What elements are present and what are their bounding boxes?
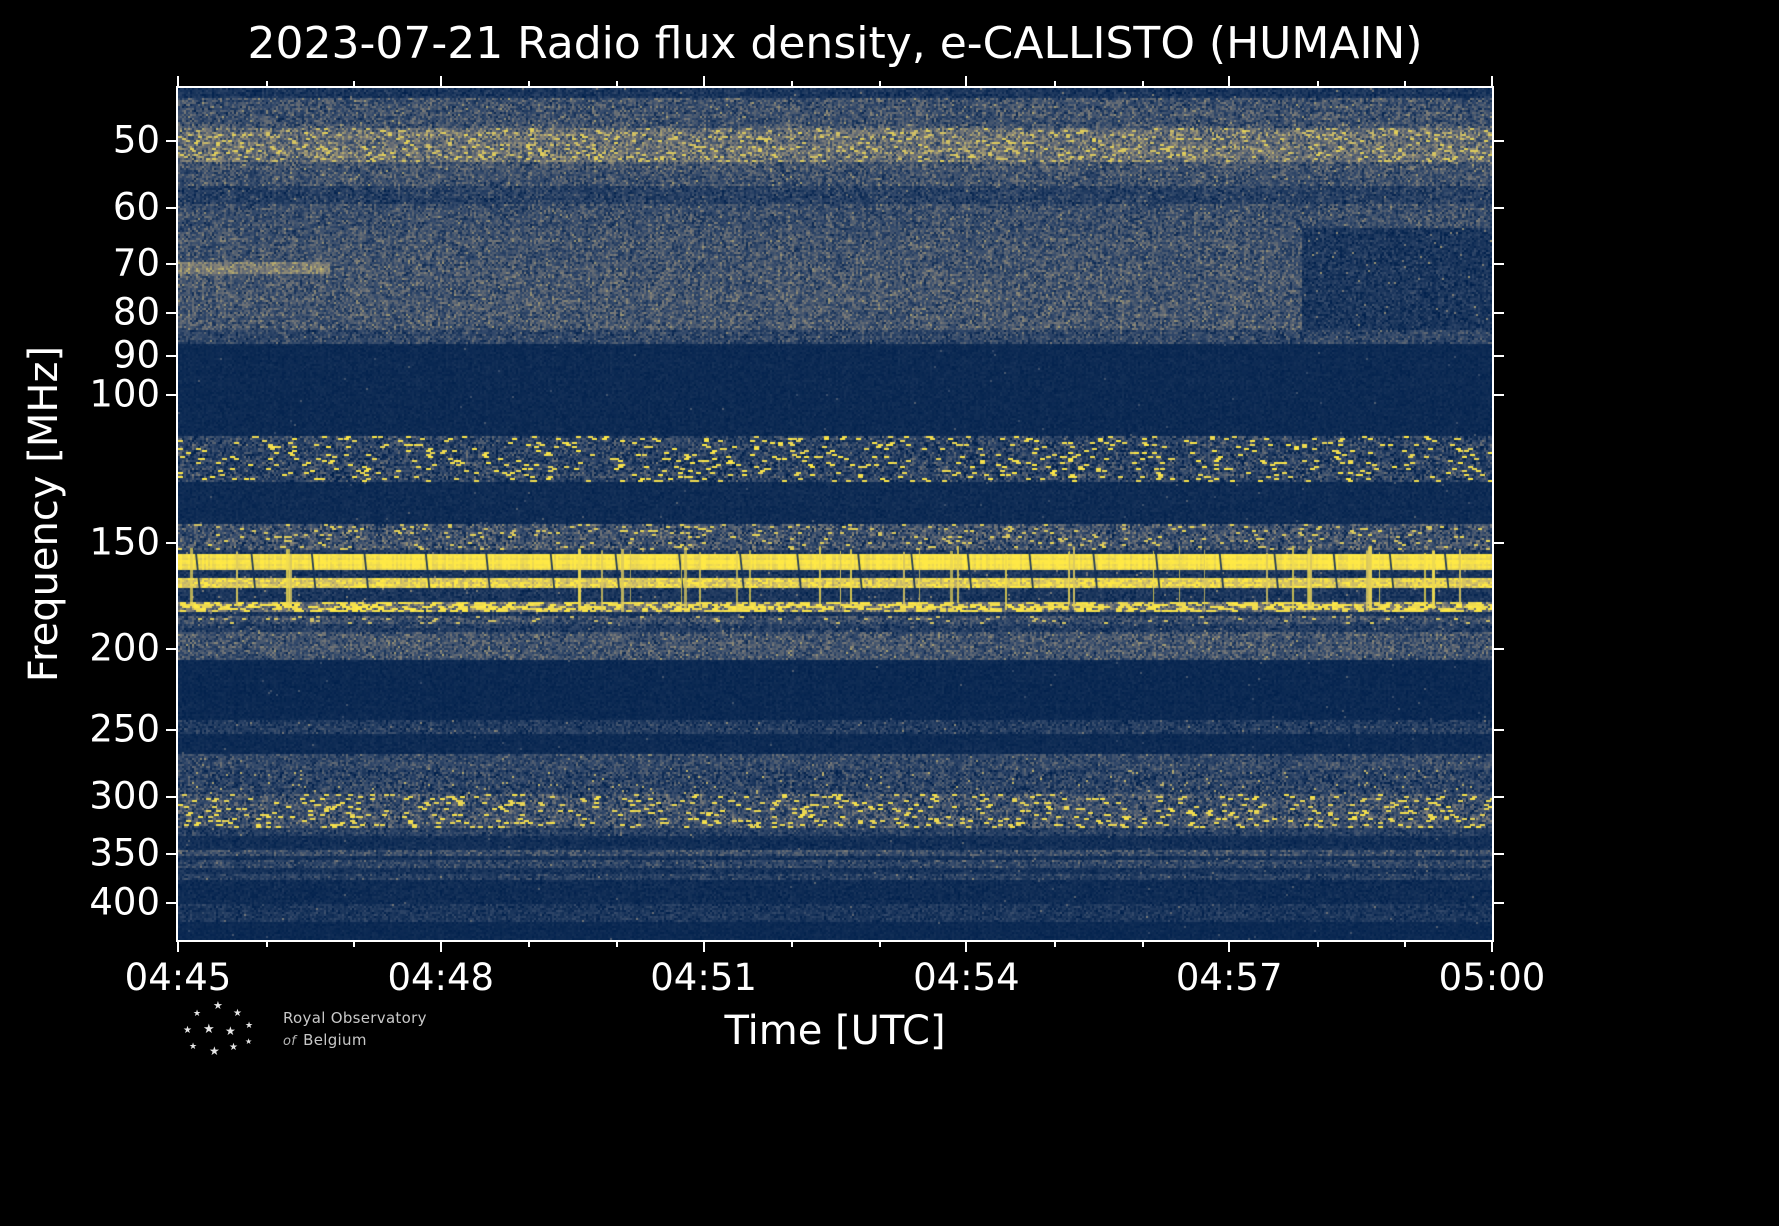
y-tick-label: 200 — [89, 626, 160, 670]
y-tick-right — [1494, 262, 1504, 265]
y-tick-right — [1494, 796, 1504, 799]
rob-logo-text: Royal Observatory of Belgium — [283, 1000, 427, 1053]
y-tick-left — [166, 852, 176, 855]
x-tick-bottom — [1228, 942, 1231, 952]
x-minor-tick-bottom — [1404, 942, 1407, 947]
x-tick-label: 04:51 — [650, 956, 757, 999]
y-tick-right — [1494, 311, 1504, 314]
y-tick-left — [166, 647, 176, 650]
x-tick-label: 04:57 — [1175, 956, 1283, 999]
x-minor-tick-bottom — [878, 942, 881, 947]
y-tick-label: 60 — [112, 185, 160, 229]
y-tick-left — [166, 206, 176, 209]
star-icon: ★ — [193, 1009, 202, 1019]
x-minor-tick-top — [1141, 81, 1144, 86]
x-minor-tick-top — [353, 81, 356, 86]
spectrogram-canvas — [178, 88, 1492, 940]
y-tick-label: 100 — [89, 372, 160, 416]
x-minor-tick-bottom — [791, 942, 794, 947]
x-minor-tick-top — [265, 81, 268, 86]
logo-line1: Royal Observatory — [283, 1009, 427, 1027]
y-tick-label: 90 — [112, 333, 160, 377]
x-tick-top — [177, 76, 179, 86]
x-tick-bottom — [439, 942, 442, 952]
x-tick-label: 04:54 — [913, 956, 1020, 999]
y-tick-label: 150 — [89, 520, 160, 564]
x-tick-bottom — [1491, 942, 1493, 952]
x-minor-tick-bottom — [616, 942, 618, 947]
y-tick-right — [1494, 852, 1504, 855]
y-tick-left — [166, 901, 176, 904]
x-tick-top — [702, 76, 705, 86]
y-tick-left — [166, 311, 176, 314]
y-tick-right — [1494, 542, 1504, 545]
x-minor-tick-top — [1404, 81, 1407, 86]
y-tick-label: 80 — [112, 290, 160, 334]
star-icon: ★ — [189, 1042, 198, 1052]
y-tick-label: 50 — [112, 118, 160, 162]
y-tick-right — [1494, 206, 1504, 209]
logo-line2-belgium: Belgium — [303, 1031, 367, 1049]
star-icon: ★ — [229, 1042, 238, 1053]
star-icon: ★ — [209, 1044, 220, 1058]
y-tick-label: 350 — [89, 831, 160, 875]
y-tick-right — [1494, 393, 1504, 396]
y-tick-left — [166, 542, 176, 545]
y-axis-label: Frequency [MHz] — [21, 345, 67, 683]
star-icon: ★ — [245, 1037, 253, 1046]
x-minor-tick-top — [1054, 81, 1056, 86]
x-minor-tick-bottom — [1316, 942, 1319, 947]
x-minor-tick-bottom — [353, 942, 356, 947]
y-tick-label: 400 — [89, 880, 160, 924]
x-minor-tick-bottom — [528, 942, 531, 947]
y-tick-right — [1494, 901, 1504, 904]
x-minor-tick-top — [616, 81, 618, 86]
x-tick-top — [965, 76, 968, 86]
y-tick-right — [1494, 647, 1504, 650]
y-tick-label: 70 — [112, 241, 160, 285]
y-tick-left — [166, 355, 176, 358]
y-tick-right — [1494, 729, 1504, 732]
x-minor-tick-top — [791, 81, 794, 86]
x-tick-top — [1228, 76, 1231, 86]
rob-logo-stars: ★ ★ ★ ★ ★ ★ ★ ★ ★ ★ ★ — [183, 1000, 261, 1062]
x-tick-top — [1491, 76, 1493, 86]
chart-title: 2023-07-21 Radio flux density, e-CALLIST… — [247, 18, 1423, 69]
x-minor-tick-bottom — [1054, 942, 1056, 947]
y-tick-left — [166, 262, 176, 265]
y-tick-label: 250 — [89, 708, 160, 752]
x-tick-bottom — [965, 942, 968, 952]
star-icon: ★ — [245, 1021, 254, 1031]
y-tick-left — [166, 729, 176, 732]
logo-line2: of Belgium — [283, 1029, 427, 1053]
x-tick-label: 04:48 — [387, 956, 495, 999]
star-icon: ★ — [213, 999, 223, 1012]
star-icon: ★ — [183, 1025, 192, 1036]
y-tick-right — [1494, 355, 1504, 358]
star-icon: ★ — [233, 1008, 242, 1019]
x-minor-tick-top — [1316, 81, 1319, 86]
star-icon: ★ — [225, 1024, 236, 1038]
x-tick-label: 04:45 — [124, 956, 232, 999]
x-tick-bottom — [177, 942, 179, 952]
x-tick-bottom — [702, 942, 705, 952]
logo-line2-of: of — [283, 1034, 297, 1049]
x-minor-tick-top — [528, 81, 531, 86]
x-minor-tick-bottom — [265, 942, 268, 947]
x-minor-tick-bottom — [1141, 942, 1144, 947]
rob-logo: ★ ★ ★ ★ ★ ★ ★ ★ ★ ★ ★ Royal Observatory of Belgium — [183, 1000, 427, 1062]
y-tick-left — [166, 796, 176, 799]
x-minor-tick-top — [878, 81, 881, 86]
plot-area — [178, 88, 1492, 940]
y-tick-right — [1494, 139, 1504, 142]
star-icon: ★ — [203, 1022, 215, 1037]
y-tick-label: 300 — [89, 774, 160, 818]
y-tick-left — [166, 139, 176, 142]
x-tick-top — [439, 76, 442, 86]
y-tick-left — [166, 393, 176, 396]
x-tick-label: 05:00 — [1438, 956, 1546, 999]
x-axis-label: Time [UTC] — [724, 1008, 946, 1054]
